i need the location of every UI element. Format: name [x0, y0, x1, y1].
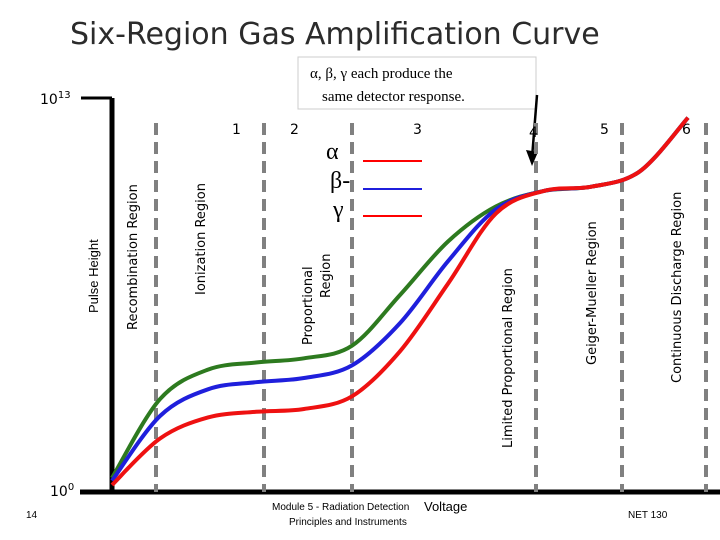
y-tick-bottom: 100 [50, 482, 74, 500]
legend-label-alpha: α [326, 139, 339, 165]
annotation-line-1: α, β, γ each produce the [310, 66, 453, 82]
region-number-4: 4 [529, 125, 538, 141]
series-line-1 [110, 116, 690, 482]
y-axis-label: Pulse Height [86, 239, 101, 313]
region-dividers [154, 123, 708, 492]
footer-course-line-1: Module 5 - Radiation Detection [272, 502, 409, 513]
curves [110, 116, 690, 487]
region-number-5: 5 [600, 122, 609, 138]
series-line-2 [110, 116, 690, 487]
region-number-2: 2 [290, 122, 299, 138]
y-tick-top: 1013 [40, 90, 71, 108]
region-number-6: 6 [682, 122, 691, 138]
region-label-continuous-discharge: Continuous Discharge Region [670, 192, 685, 383]
region-number-3: 3 [413, 122, 422, 138]
region-label-recombination: Recombination Region [126, 184, 141, 330]
legend-label-beta: β- [330, 168, 350, 194]
footer-course-code: NET 130 [628, 510, 668, 521]
legend-label-gamma: γ [332, 197, 344, 223]
region-number-1: 1 [232, 122, 241, 138]
annotation-line-2: same detector response. [322, 89, 465, 105]
chart-title: Six-Region Gas Amplification Curve [70, 17, 600, 52]
annotation-box [297, 56, 537, 110]
legend: α β- γ [326, 139, 422, 223]
series-line-0 [110, 116, 690, 479]
region-label-proportional-2: Region [319, 253, 334, 298]
region-label-limited-proportional: Limited Proportional Region [501, 268, 516, 448]
region-label-proportional: Proportional [301, 266, 316, 345]
region-label-geiger-mueller: Geiger-Mueller Region [585, 221, 600, 365]
x-axis-label: Voltage [424, 499, 467, 514]
region-label-ionization: Ionization Region [194, 183, 209, 295]
footer-page-number: 14 [26, 510, 38, 521]
footer-course-line-2: Principles and Instruments [289, 517, 407, 528]
